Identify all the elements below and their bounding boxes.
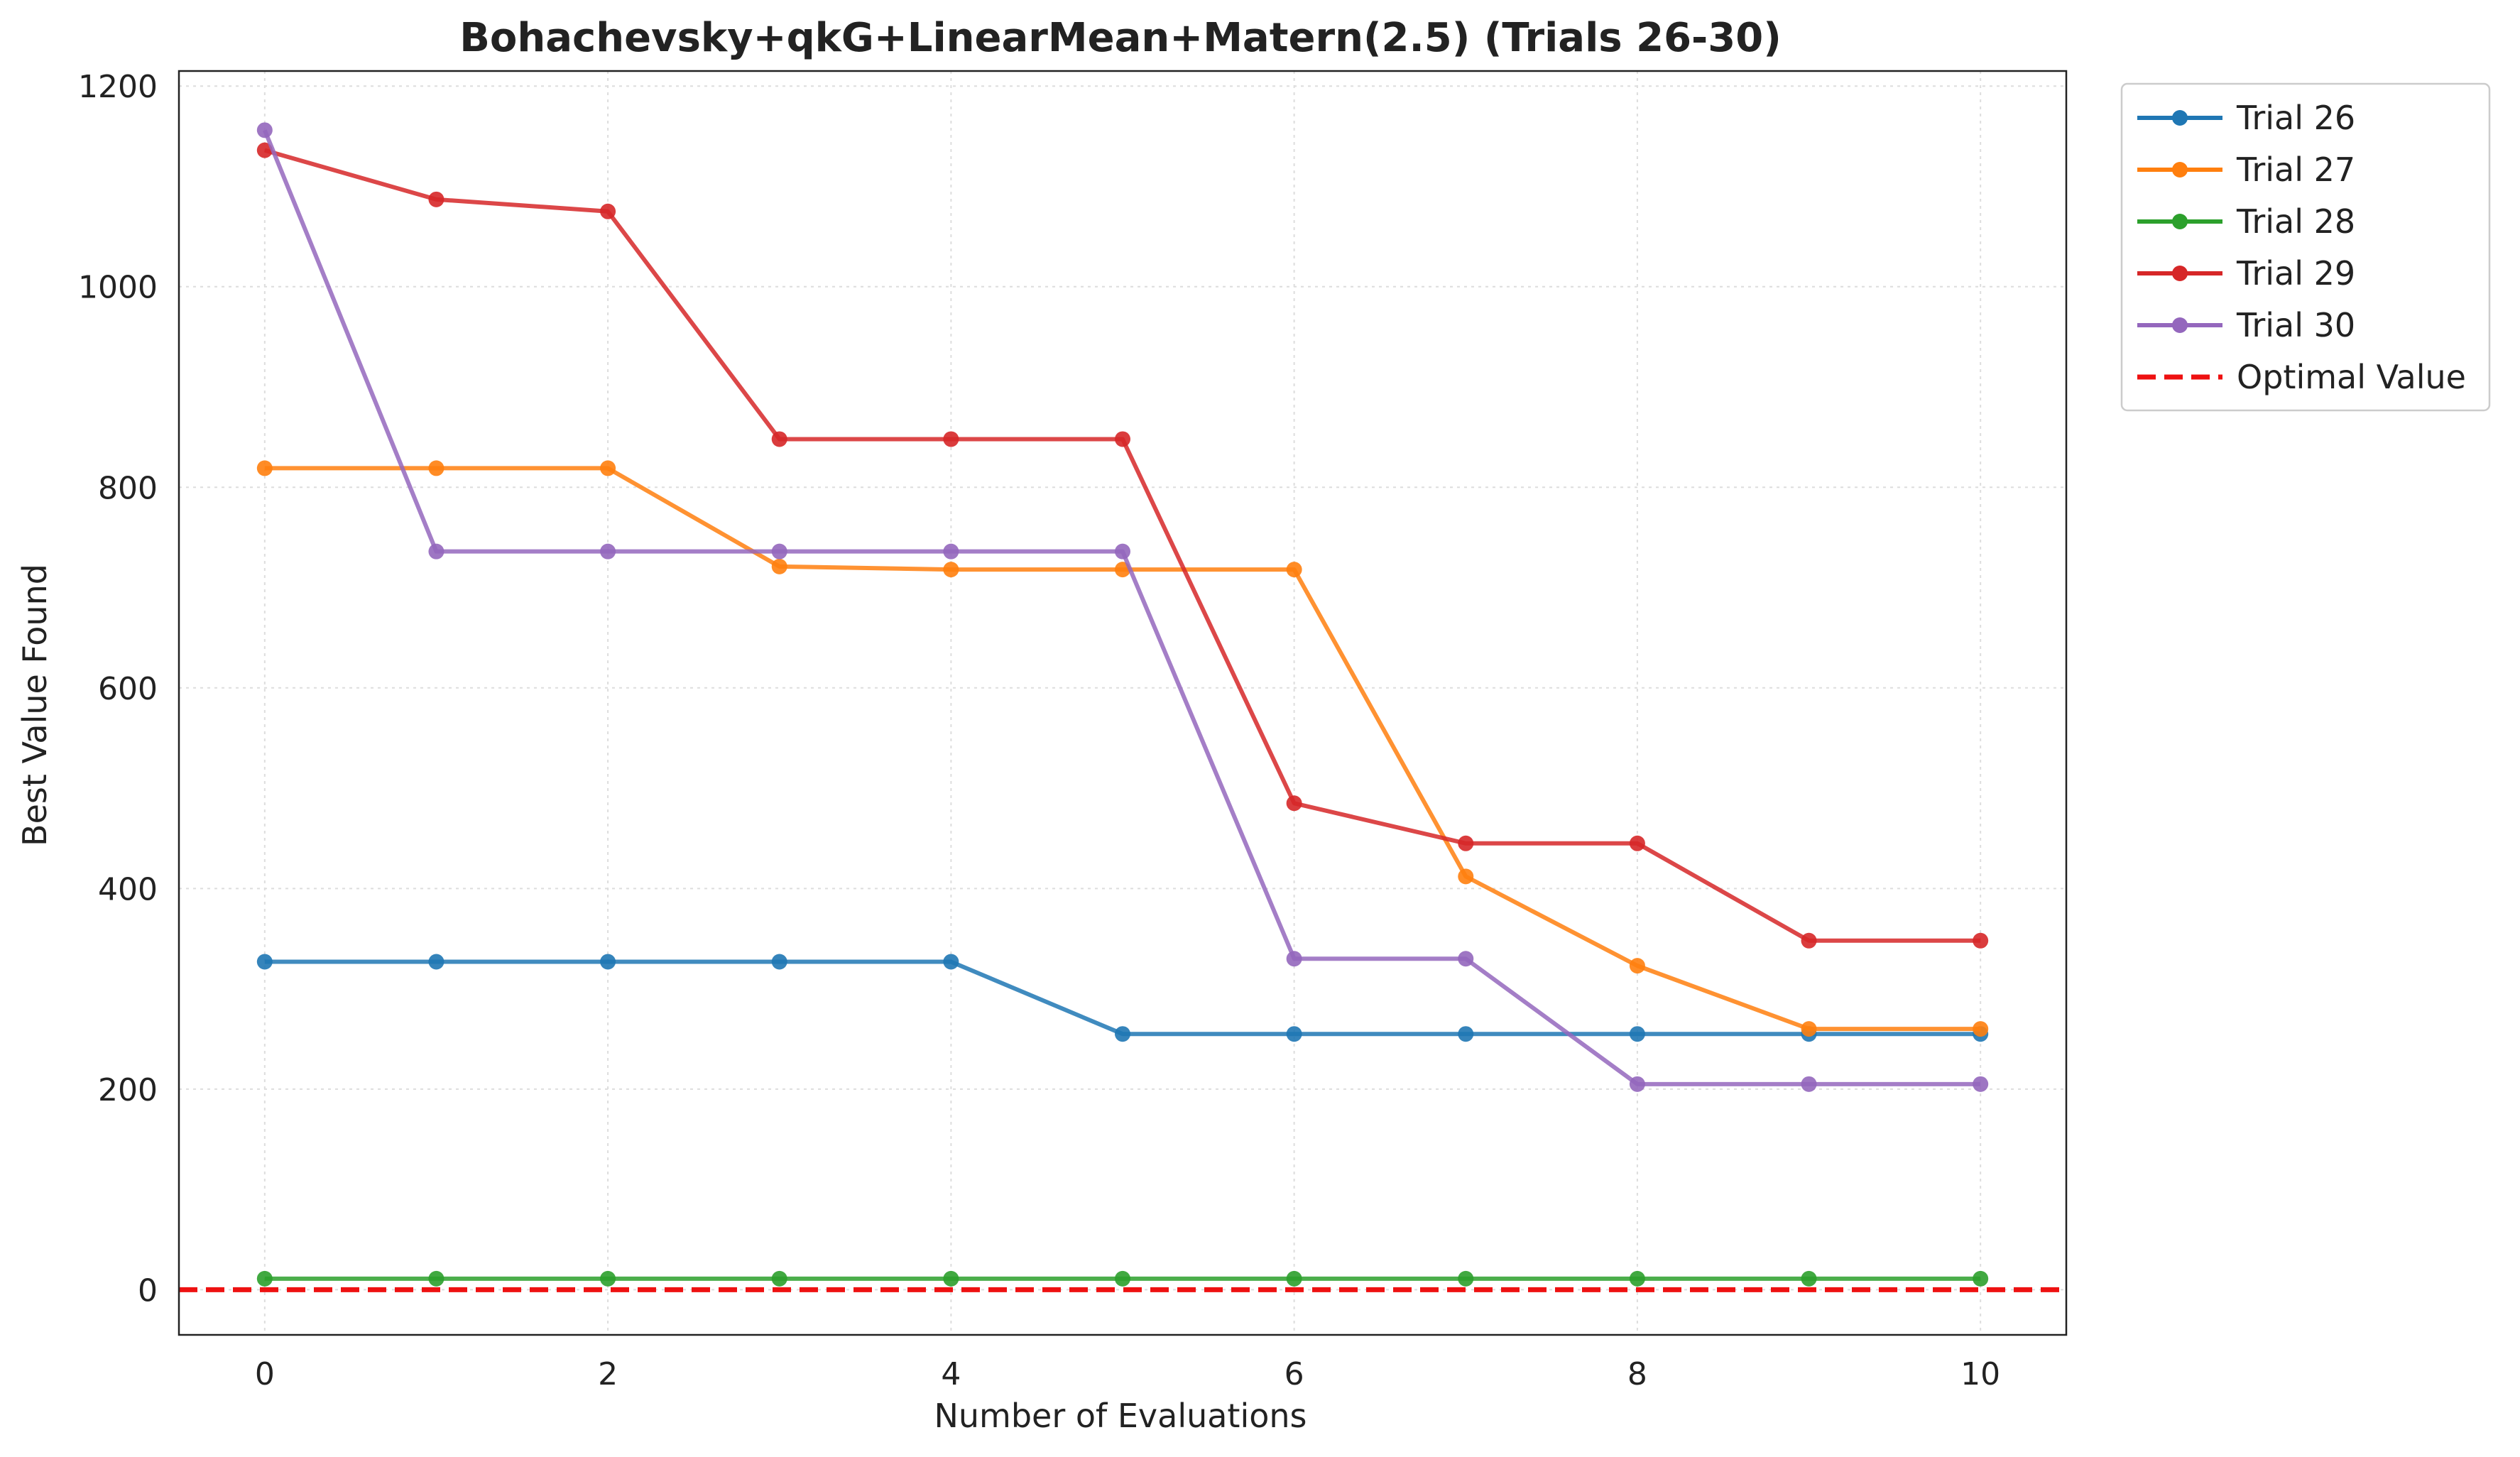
data-point bbox=[1115, 543, 1130, 560]
x-axis-ticks: 0 2 4 6 8 10 bbox=[255, 1356, 2000, 1392]
y-tick-label: 1000 bbox=[78, 270, 158, 306]
data-point bbox=[771, 1270, 787, 1287]
data-point bbox=[600, 543, 616, 560]
y-tick-label: 0 bbox=[138, 1272, 158, 1309]
data-point bbox=[256, 1270, 273, 1287]
x-tick-label: 6 bbox=[1284, 1356, 1304, 1392]
legend: Trial 26 Trial 27 Trial 28 Trial 29 Trial 30… bbox=[2120, 82, 2491, 412]
legend-label: Trial 27 bbox=[2236, 151, 2355, 189]
legend-entry: Trial 26 bbox=[2137, 99, 2355, 137]
data-point bbox=[1801, 932, 1817, 949]
legend-entry: Trial 29 bbox=[2137, 254, 2355, 293]
legend-label: Trial 28 bbox=[2236, 202, 2355, 241]
data-point bbox=[1286, 951, 1302, 967]
chart-title: Bohachevsky+qkG+LinearMean+Matern(2.5) (… bbox=[459, 15, 1782, 61]
y-tick-label: 1200 bbox=[78, 69, 158, 105]
data-point bbox=[1458, 951, 1474, 967]
x-axis-label: Number of Evaluations bbox=[934, 1397, 1307, 1435]
legend-label: Trial 30 bbox=[2236, 306, 2355, 344]
data-point bbox=[256, 142, 273, 158]
x-tick-label: 8 bbox=[1627, 1356, 1647, 1392]
y-tick-label: 200 bbox=[98, 1072, 158, 1108]
legend-marker bbox=[2172, 266, 2188, 281]
data-point bbox=[1801, 1076, 1817, 1092]
data-point bbox=[771, 558, 787, 574]
legend-marker bbox=[2172, 162, 2188, 178]
legend-label: Optimal Value bbox=[2237, 358, 2466, 396]
data-point bbox=[1973, 1270, 1989, 1287]
series-trial-27 bbox=[256, 460, 1989, 1037]
series-trial-29 bbox=[256, 142, 1989, 949]
legend-marker bbox=[2172, 110, 2188, 126]
data-point bbox=[1801, 1270, 1817, 1287]
data-point bbox=[943, 1270, 959, 1287]
data-point bbox=[600, 954, 616, 970]
plot-area-frame bbox=[178, 70, 2068, 1336]
data-point bbox=[1629, 1270, 1645, 1287]
data-point bbox=[943, 431, 959, 447]
series-layer bbox=[256, 122, 1989, 1287]
legend-entry: Optimal Value bbox=[2137, 358, 2466, 396]
data-point bbox=[1115, 431, 1130, 447]
data-point bbox=[1458, 868, 1474, 885]
data-point bbox=[1458, 835, 1474, 851]
data-point bbox=[256, 954, 273, 970]
data-point bbox=[600, 460, 616, 476]
data-point bbox=[428, 191, 444, 207]
series-trial-30 bbox=[256, 122, 1989, 1092]
legend-label: Trial 29 bbox=[2236, 254, 2355, 293]
data-point bbox=[256, 460, 273, 476]
y-axis-ticks: 0 200 400 600 800 1000 1200 bbox=[78, 69, 158, 1309]
legend-box bbox=[2120, 82, 2491, 412]
data-point bbox=[1286, 795, 1302, 812]
data-point bbox=[1115, 1026, 1130, 1042]
y-tick-label: 600 bbox=[98, 671, 158, 707]
data-point bbox=[1629, 1026, 1645, 1042]
data-point bbox=[943, 543, 959, 560]
data-point bbox=[1458, 1270, 1474, 1287]
data-point bbox=[1973, 932, 1989, 949]
legend-label: Trial 26 bbox=[2236, 99, 2355, 137]
data-point bbox=[1629, 958, 1645, 974]
data-point bbox=[943, 954, 959, 970]
data-point bbox=[600, 1270, 616, 1287]
data-point bbox=[428, 1270, 444, 1287]
data-point bbox=[428, 954, 444, 970]
data-point bbox=[771, 954, 787, 970]
x-tick-label: 0 bbox=[255, 1356, 275, 1392]
x-tick-label: 10 bbox=[1960, 1356, 2000, 1392]
data-point bbox=[1458, 1026, 1474, 1042]
data-point bbox=[256, 122, 273, 138]
legend-entry: Trial 28 bbox=[2137, 202, 2355, 241]
legend-entry: Trial 30 bbox=[2137, 306, 2355, 344]
y-axis-label: Best Value Found bbox=[16, 564, 54, 846]
data-point bbox=[1801, 1021, 1817, 1037]
data-point bbox=[1115, 1270, 1130, 1287]
y-tick-label: 400 bbox=[98, 871, 158, 907]
data-point bbox=[1286, 562, 1302, 578]
data-point bbox=[771, 431, 787, 447]
legend-entry: Trial 27 bbox=[2137, 151, 2355, 189]
y-tick-label: 800 bbox=[98, 470, 158, 506]
series-trial-26 bbox=[256, 954, 1989, 1042]
data-point bbox=[1629, 835, 1645, 851]
data-point bbox=[600, 203, 616, 219]
data-point bbox=[428, 543, 444, 560]
x-tick-label: 4 bbox=[941, 1356, 961, 1392]
data-point bbox=[428, 460, 444, 476]
data-point bbox=[1629, 1076, 1645, 1092]
data-point bbox=[943, 562, 959, 578]
data-point bbox=[1973, 1021, 1989, 1037]
legend-marker bbox=[2172, 317, 2188, 333]
series-trial-28 bbox=[256, 1270, 1989, 1287]
legend-marker bbox=[2172, 214, 2188, 229]
grid bbox=[179, 71, 2066, 1335]
data-point bbox=[1286, 1026, 1302, 1042]
data-point bbox=[1286, 1270, 1302, 1287]
data-point bbox=[1973, 1076, 1989, 1092]
data-point bbox=[771, 543, 787, 560]
x-tick-label: 2 bbox=[598, 1356, 618, 1392]
